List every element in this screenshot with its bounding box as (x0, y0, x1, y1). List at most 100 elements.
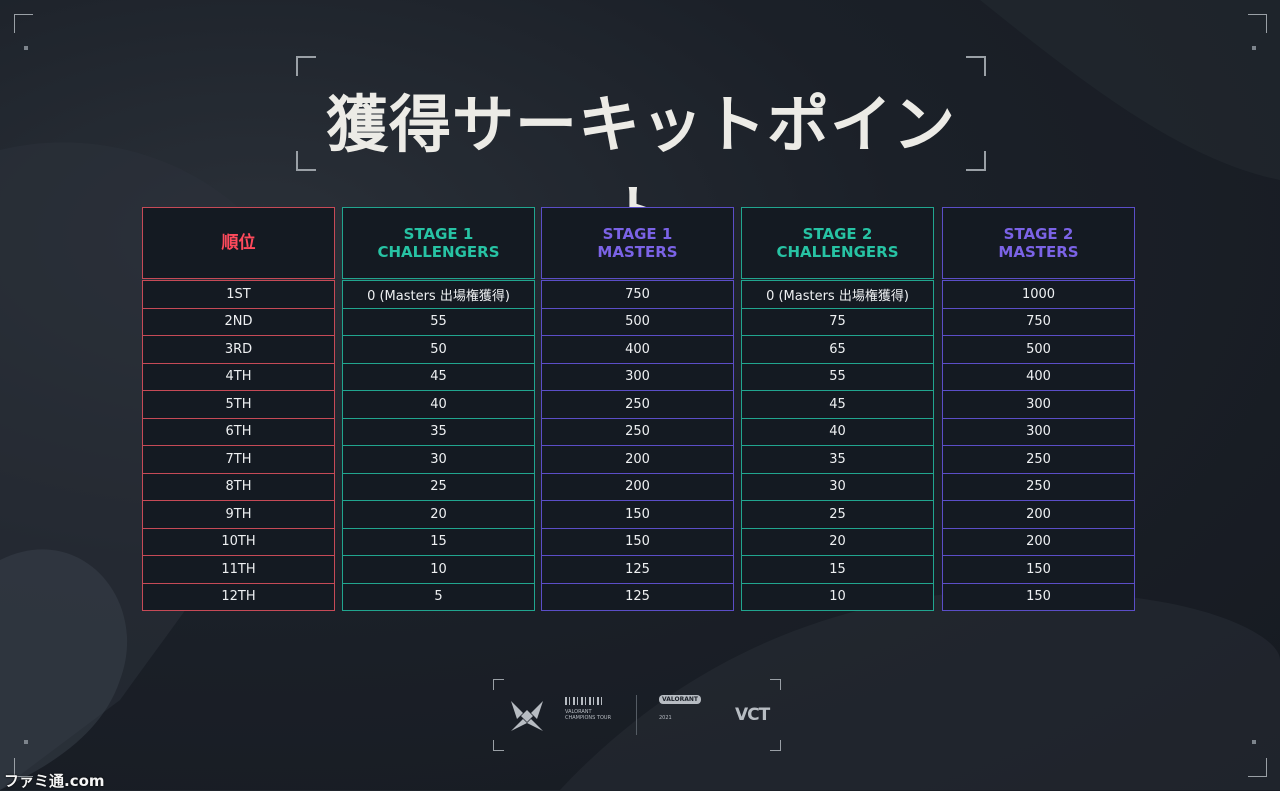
corner-bracket-tr (1248, 14, 1267, 33)
table-cell: 25 (741, 501, 934, 529)
column-header-line: STAGE 1 (602, 225, 673, 243)
table-cell: 30 (741, 473, 934, 501)
column-header-line: MASTERS (597, 243, 678, 261)
table-cell: 20 (342, 501, 535, 529)
table-cell: 0 (Masters 出場権獲得) (342, 280, 535, 309)
vct-emblem-icon (511, 701, 543, 731)
table-cell: 40 (342, 391, 535, 419)
table-cell: 400 (541, 336, 734, 364)
barcode-graphic (565, 697, 605, 705)
table-cell: 4TH (142, 363, 335, 391)
corner-dot (24, 46, 28, 50)
table-cell: 11TH (142, 556, 335, 584)
table-cell: 55 (342, 308, 535, 336)
table-cell: 45 (342, 363, 535, 391)
table-cell: 500 (541, 308, 734, 336)
table-cell: 200 (942, 528, 1135, 556)
title-bracket-tr (966, 56, 986, 76)
table-cell: 3RD (142, 336, 335, 364)
table-cell: 250 (942, 446, 1135, 474)
table-cell: 150 (541, 501, 734, 529)
table-cell: 200 (541, 446, 734, 474)
stage2-challengers-column: STAGE 2 CHALLENGERS 0 (Masters 出場権獲得) 75 65 5… (741, 207, 934, 611)
column-header: STAGE 1 CHALLENGERS (342, 207, 535, 279)
table-cell: 125 (541, 583, 734, 611)
table-cell: 10 (342, 556, 535, 584)
stage1-challengers-column: STAGE 1 CHALLENGERS 0 (Masters 出場権獲得) 55 50 4… (342, 207, 535, 611)
table-cell: 20 (741, 528, 934, 556)
footer-bracket-tr (770, 679, 781, 690)
table-cell: 55 (741, 363, 934, 391)
rank-column: 順位 1ST 2ND 3RD 4TH 5TH 6TH 7TH 8TH 9TH 10TH 11TH 12T… (142, 207, 335, 611)
table-cell: 30 (342, 446, 535, 474)
table-cell: 7TH (142, 446, 335, 474)
table-cell: 5TH (142, 391, 335, 419)
vct-wordmark: VCT (735, 705, 770, 725)
corner-bracket-bl (14, 758, 33, 777)
table-cell: 65 (741, 336, 934, 364)
table-cell: 1000 (942, 280, 1135, 309)
table-cell: 750 (541, 280, 734, 309)
column-header-line: STAGE 2 (802, 225, 873, 243)
table-cell: 750 (942, 308, 1135, 336)
table-cell: 25 (342, 473, 535, 501)
table-cell: 50 (342, 336, 535, 364)
table-cell: 12TH (142, 583, 335, 611)
column-header-line: STAGE 2 (1003, 225, 1074, 243)
table-cell: 200 (942, 501, 1135, 529)
stage1-masters-column: STAGE 1 MASTERS 750 500 400 300 250 250 200 200 15… (541, 207, 734, 611)
column-header: STAGE 2 CHALLENGERS (741, 207, 934, 279)
footer-bracket-bl (493, 740, 504, 751)
footer-logos: VALORANT CHAMPIONS TOUR VALORANT 2021 VC… (493, 679, 781, 751)
corner-dot (1252, 46, 1256, 50)
table-cell: 5 (342, 583, 535, 611)
column-header: 順位 (142, 207, 335, 279)
corner-bracket-tl (14, 14, 33, 33)
table-cell: 6TH (142, 418, 335, 446)
year-label: 2021 (659, 715, 672, 721)
table-cell: 35 (342, 418, 535, 446)
column-header-line: CHALLENGERS (377, 243, 500, 261)
table-cell: 8TH (142, 473, 335, 501)
table-cell: 40 (741, 418, 934, 446)
table-cell: 150 (942, 583, 1135, 611)
title-bracket-bl (296, 151, 316, 171)
footer-bracket-tl (493, 679, 504, 690)
column-header-line: STAGE 1 (403, 225, 474, 243)
table-cell: 125 (541, 556, 734, 584)
table-cell: 300 (942, 391, 1135, 419)
table-cell: 250 (541, 418, 734, 446)
watermark-logo: ファミ通.com (4, 772, 105, 790)
table-cell: 200 (541, 473, 734, 501)
table-cell: 500 (942, 336, 1135, 364)
footer-divider (636, 695, 637, 735)
table-cell: 250 (541, 391, 734, 419)
table-cell: 150 (541, 528, 734, 556)
table-cell: 15 (342, 528, 535, 556)
table-cell: 150 (942, 556, 1135, 584)
table-cell: 1ST (142, 280, 335, 309)
column-header: STAGE 1 MASTERS (541, 207, 734, 279)
table-cell: 35 (741, 446, 934, 474)
table-cell: 400 (942, 363, 1135, 391)
title-bracket-tl (296, 56, 316, 76)
tour-name-line2: CHAMPIONS TOUR (565, 715, 612, 721)
valorant-logo: VALORANT (659, 695, 701, 704)
table-cell: 10 (741, 583, 934, 611)
footer-bracket-br (770, 740, 781, 751)
column-header-line: CHALLENGERS (776, 243, 899, 261)
table-cell: 10TH (142, 528, 335, 556)
corner-dot (1252, 740, 1256, 744)
column-header-line: 順位 (221, 233, 256, 253)
table-cell: 75 (741, 308, 934, 336)
column-header: STAGE 2 MASTERS (942, 207, 1135, 279)
table-cell: 2ND (142, 308, 335, 336)
table-cell: 250 (942, 473, 1135, 501)
title-bracket-br (966, 151, 986, 171)
table-cell: 300 (942, 418, 1135, 446)
tour-name-line1: VALORANT (565, 709, 592, 715)
title-frame: 獲得サーキットポイント (296, 56, 986, 251)
table-cell: 45 (741, 391, 934, 419)
table-cell: 0 (Masters 出場権獲得) (741, 280, 934, 309)
table-cell: 15 (741, 556, 934, 584)
